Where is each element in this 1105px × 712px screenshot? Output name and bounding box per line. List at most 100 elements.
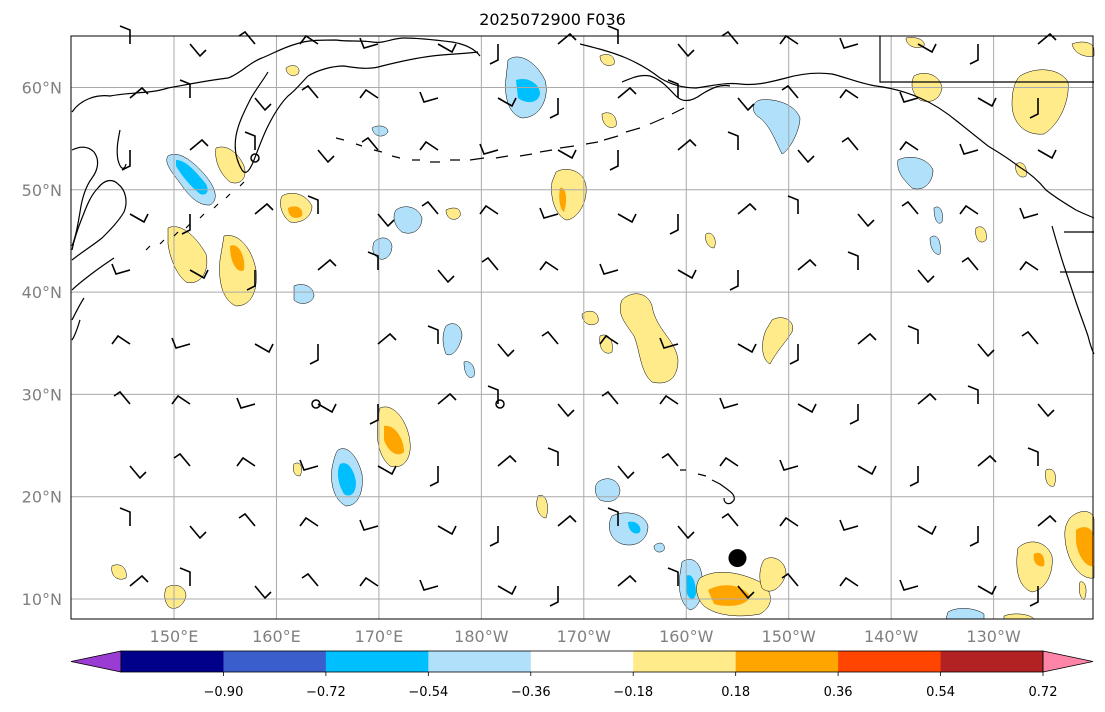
wind-barbs — [111, 25, 1057, 607]
wind-barb — [719, 456, 739, 467]
wind-barb — [797, 258, 817, 271]
wind-barb — [299, 516, 319, 527]
wind-barb — [969, 526, 979, 547]
warm-region — [164, 585, 187, 609]
wind-barb — [1019, 260, 1039, 271]
alaska-inner — [621, 74, 731, 102]
wind-barb — [419, 579, 439, 591]
sakhalin-coast — [116, 129, 127, 169]
wind-barb — [617, 465, 635, 480]
wind-barb — [977, 585, 997, 596]
wind-barb — [246, 270, 256, 291]
wind-barb — [917, 269, 935, 284]
wind-barb — [1019, 207, 1039, 219]
wind-barb — [539, 260, 559, 271]
colorbar-segment — [735, 651, 839, 672]
wind-barb — [361, 136, 379, 151]
colorbar-frame — [120, 650, 1044, 673]
warm-region — [551, 169, 587, 221]
wind-barb — [421, 200, 439, 215]
wind-barb — [1029, 98, 1039, 119]
wind-barb — [301, 572, 319, 587]
wind-barb — [171, 337, 191, 349]
wind-barb — [437, 43, 457, 54]
coastlines — [71, 36, 1095, 505]
island-circle — [311, 399, 321, 409]
wind-barb — [557, 403, 575, 418]
map-panel — [70, 25, 1095, 620]
cool-region — [945, 608, 985, 620]
wind-barb — [173, 452, 191, 467]
colorbar-segment — [838, 651, 942, 672]
warm-core — [288, 206, 303, 218]
wind-barb — [301, 84, 319, 99]
wind-barb — [727, 131, 739, 150]
wind-barb — [539, 207, 559, 219]
wind-barb — [549, 98, 559, 119]
wind-barb — [599, 263, 619, 275]
wind-barb — [849, 404, 859, 425]
wind-barb — [111, 334, 131, 345]
colorbar-tick-label: −0.72 — [306, 685, 346, 700]
wind-barb — [969, 44, 979, 65]
wind-barb — [254, 585, 272, 600]
lon-label: 170°W — [557, 627, 612, 646]
warm-region — [759, 557, 787, 592]
warm-region — [762, 317, 793, 365]
longitude-labels: 150°E 160°E 170°E 180°W 170°W 160°W 150°W 140°W… — [150, 627, 1021, 646]
wind-barb — [721, 512, 739, 527]
wind-barb — [839, 88, 859, 99]
wind-barb — [959, 204, 979, 215]
warm-region — [1045, 468, 1056, 487]
colorbar-tick-label: 0.54 — [926, 685, 955, 700]
wind-barb — [189, 43, 207, 58]
wind-barb — [917, 43, 937, 54]
aleutian-islands — [335, 107, 685, 163]
wind-barb — [238, 512, 256, 527]
wind-barb — [909, 466, 919, 487]
wind-barb — [189, 138, 209, 151]
lat-label: 10°N — [22, 590, 62, 609]
colorbar-segment — [940, 651, 1044, 672]
wind-barb — [307, 195, 319, 214]
wind-barb — [317, 149, 335, 164]
japan-coastline — [71, 179, 127, 261]
asia-west-coast — [71, 146, 99, 247]
island-circle — [495, 399, 505, 409]
siberia-coastline — [307, 51, 479, 77]
wind-barb — [617, 213, 637, 224]
wind-barb — [111, 263, 131, 275]
positive-anomaly-regions — [111, 37, 1095, 620]
wind-barb — [839, 37, 859, 49]
canada-border — [879, 36, 1094, 273]
small-circles — [250, 153, 505, 409]
wind-barb — [789, 344, 799, 365]
wind-barb — [254, 202, 274, 215]
wind-barb — [497, 454, 517, 467]
wind-barb — [419, 140, 439, 151]
wind-barb — [189, 525, 207, 540]
colorbar-tick-label: −0.36 — [511, 685, 551, 700]
wind-barb — [967, 385, 979, 404]
warm-region — [219, 235, 257, 307]
wind-barb — [1029, 586, 1039, 607]
wind-barb — [1037, 149, 1057, 160]
wind-barb — [617, 574, 637, 587]
graticule — [71, 36, 1093, 619]
cool-region — [442, 323, 463, 356]
cool-region — [372, 237, 393, 260]
cool-region — [609, 512, 649, 546]
wind-barb — [977, 97, 997, 108]
warm-core — [559, 187, 567, 212]
wind-barb — [977, 343, 995, 358]
wind-barb — [497, 97, 517, 108]
wind-barb — [419, 91, 439, 103]
wind-barb — [489, 44, 499, 65]
wind-barb — [179, 79, 191, 98]
colorbar: −0.90 −0.72 −0.54 −0.36 −0.18 0.18 0.36 0.54 0.7… — [70, 650, 1094, 700]
wind-barb — [427, 325, 439, 344]
wind-barb — [299, 459, 319, 471]
warm-region — [601, 112, 617, 128]
wind-barb — [609, 150, 619, 171]
cool-core — [628, 521, 641, 534]
